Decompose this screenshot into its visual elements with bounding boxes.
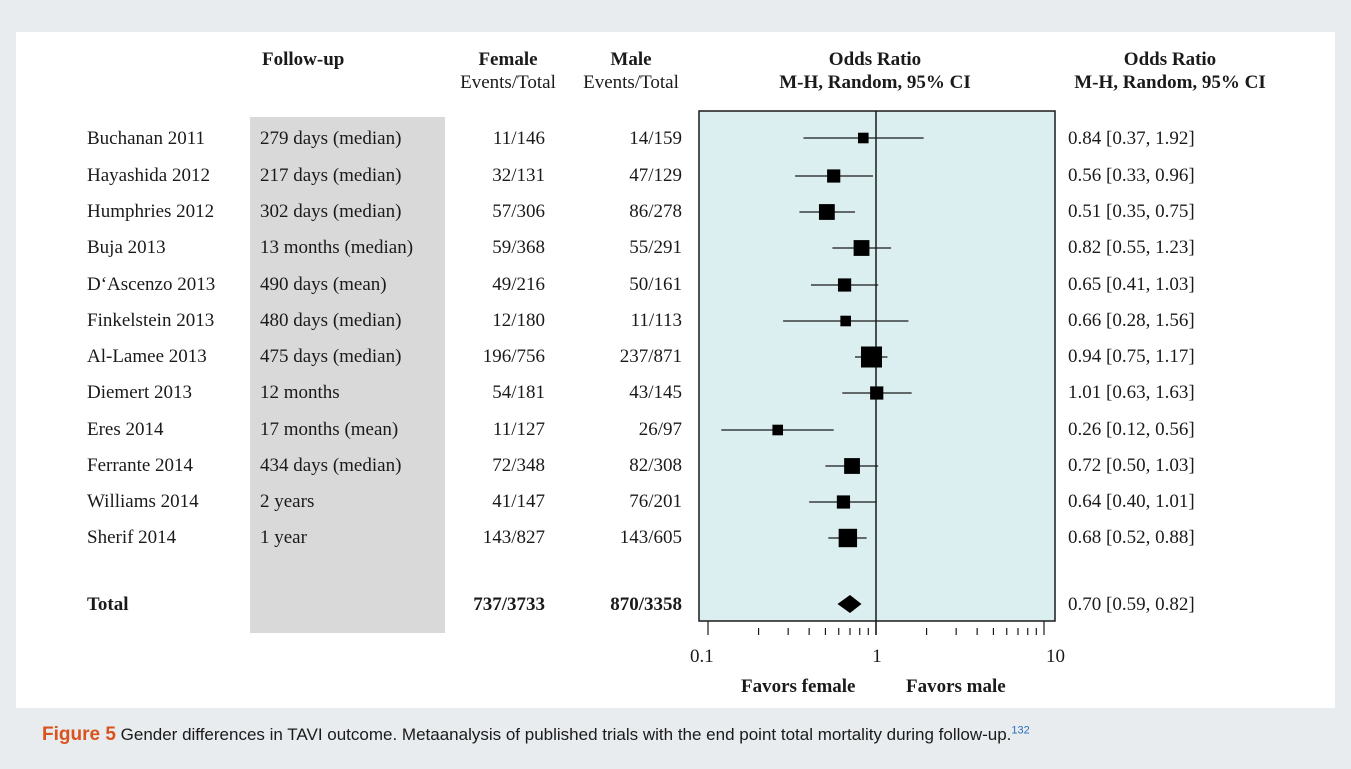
male-events: 43/145 bbox=[629, 382, 682, 403]
study-name: Ferrante 2014 bbox=[87, 455, 194, 476]
total-label: Total bbox=[87, 594, 129, 615]
follow-up-shade bbox=[250, 117, 445, 633]
male-events: 11/113 bbox=[630, 310, 682, 331]
male-events: 14/159 bbox=[629, 128, 682, 149]
tick-label-0-1: 0.1 bbox=[690, 646, 714, 667]
odds-ratio-value: 0.66 [0.28, 1.56] bbox=[1068, 310, 1195, 331]
caption-reference: 132 bbox=[1011, 724, 1030, 737]
study-name: Al-Lamee 2013 bbox=[87, 346, 207, 367]
male-events: 82/308 bbox=[629, 455, 682, 476]
odds-ratio-value: 0.56 [0.33, 0.96] bbox=[1068, 165, 1195, 186]
study-name: Williams 2014 bbox=[87, 491, 199, 512]
follow-up-value: 1 year bbox=[260, 527, 307, 548]
follow-up-value: 217 days (median) bbox=[260, 165, 402, 186]
follow-up-value: 13 months (median) bbox=[260, 237, 414, 258]
study-name: Finkelstein 2013 bbox=[87, 310, 215, 331]
point-estimate bbox=[853, 240, 870, 256]
figure-label: Figure 5 bbox=[42, 724, 116, 745]
follow-up-value: 480 days (median) bbox=[260, 310, 402, 331]
favors-male-label: Favors male bbox=[906, 676, 1006, 697]
female-events: 143/827 bbox=[482, 527, 545, 548]
x-axis bbox=[707, 621, 1045, 635]
tick-label-1: 1 bbox=[872, 646, 882, 667]
follow-up-value: 302 days (median) bbox=[260, 201, 402, 222]
caption-text: Gender differences in TAVI outcome. Meta… bbox=[120, 725, 1012, 744]
favors-female-label: Favors female bbox=[741, 676, 856, 697]
follow-up-value: 2 years bbox=[260, 491, 315, 512]
figure-caption: Figure 5 Gender differences in TAVI outc… bbox=[42, 724, 1332, 746]
follow-up-value: 475 days (median) bbox=[260, 346, 402, 367]
study-name: Humphries 2012 bbox=[87, 201, 215, 222]
female-events: 196/756 bbox=[482, 346, 545, 367]
follow-up-value: 17 months (mean) bbox=[260, 419, 399, 440]
point-estimate bbox=[857, 132, 869, 144]
total-diamond bbox=[837, 595, 862, 613]
header-female: Female Events/Total bbox=[460, 49, 556, 93]
header-or-text: Odds Ratio M-H, Random, 95% CI bbox=[1074, 49, 1266, 93]
study-name: Buja 2013 bbox=[87, 237, 166, 258]
point-estimate bbox=[837, 278, 852, 292]
female-events: 57/306 bbox=[492, 201, 545, 222]
total-male-events: 870/3358 bbox=[610, 594, 682, 615]
male-events: 86/278 bbox=[629, 201, 682, 222]
study-name: Sherif 2014 bbox=[87, 527, 177, 548]
figure-panel bbox=[16, 32, 1335, 708]
odds-ratio-value: 0.82 [0.55, 1.23] bbox=[1068, 237, 1195, 258]
male-events: 76/201 bbox=[629, 491, 682, 512]
tick-label-10: 10 bbox=[1046, 646, 1065, 667]
female-events: 59/368 bbox=[492, 237, 545, 258]
male-events: 237/871 bbox=[619, 346, 682, 367]
male-events: 26/97 bbox=[638, 419, 682, 440]
odds-ratio-value: 0.26 [0.12, 0.56] bbox=[1068, 419, 1195, 440]
female-events: 49/216 bbox=[492, 274, 545, 295]
female-events: 72/348 bbox=[492, 455, 545, 476]
follow-up-value: 12 months bbox=[260, 382, 340, 403]
point-estimate bbox=[870, 386, 884, 400]
study-name: Buchanan 2011 bbox=[87, 128, 206, 149]
male-events: 55/291 bbox=[629, 237, 682, 258]
study-name: Hayashida 2012 bbox=[87, 165, 210, 186]
header-follow-up: Follow-up bbox=[262, 49, 345, 70]
female-events: 54/181 bbox=[492, 382, 545, 403]
study-name: Eres 2014 bbox=[87, 419, 164, 440]
odds-ratio-value: 0.51 [0.35, 0.75] bbox=[1068, 201, 1195, 222]
female-events: 32/131 bbox=[492, 165, 545, 186]
total-female-events: 737/3733 bbox=[473, 594, 545, 615]
point-estimate bbox=[818, 204, 835, 220]
point-estimate bbox=[827, 169, 841, 183]
odds-ratio-value: 0.72 [0.50, 1.03] bbox=[1068, 455, 1195, 476]
point-estimate bbox=[844, 458, 860, 474]
odds-ratio-value: 0.94 [0.75, 1.17] bbox=[1068, 346, 1195, 367]
follow-up-value: 434 days (median) bbox=[260, 455, 402, 476]
odds-ratio-value: 0.84 [0.37, 1.92] bbox=[1068, 128, 1195, 149]
follow-up-value: 490 days (mean) bbox=[260, 274, 387, 295]
header-or-plot: Odds Ratio M-H, Random, 95% CI bbox=[779, 49, 971, 93]
study-name: D‘Ascenzo 2013 bbox=[87, 274, 216, 295]
female-events: 11/127 bbox=[492, 419, 545, 440]
male-events: 47/129 bbox=[629, 165, 682, 186]
header-female-sub: Events/Total bbox=[460, 72, 556, 93]
point-estimate bbox=[840, 315, 851, 327]
odds-ratio-value: 0.64 [0.40, 1.01] bbox=[1068, 491, 1195, 512]
follow-up-value: 279 days (median) bbox=[260, 128, 402, 149]
odds-ratio-value: 1.01 [0.63, 1.63] bbox=[1068, 382, 1195, 403]
plot-marks bbox=[721, 111, 924, 635]
male-events: 143/605 bbox=[619, 527, 682, 548]
female-events: 11/146 bbox=[492, 128, 545, 149]
odds-ratio-value: 0.68 [0.52, 0.88] bbox=[1068, 527, 1195, 548]
odds-ratio-value: 0.65 [0.41, 1.03] bbox=[1068, 274, 1195, 295]
study-name: Diemert 2013 bbox=[87, 382, 193, 403]
header-male-sub: Events/Total bbox=[583, 72, 679, 93]
male-events: 50/161 bbox=[629, 274, 682, 295]
point-estimate bbox=[772, 424, 784, 436]
point-estimate bbox=[836, 495, 851, 509]
point-estimate bbox=[860, 346, 882, 368]
female-events: 41/147 bbox=[492, 491, 545, 512]
female-events: 12/180 bbox=[492, 310, 545, 331]
header-male: Male Events/Total bbox=[583, 49, 679, 93]
total-odds-ratio-value: 0.70 [0.59, 0.82] bbox=[1068, 594, 1195, 615]
point-estimate bbox=[838, 528, 858, 548]
